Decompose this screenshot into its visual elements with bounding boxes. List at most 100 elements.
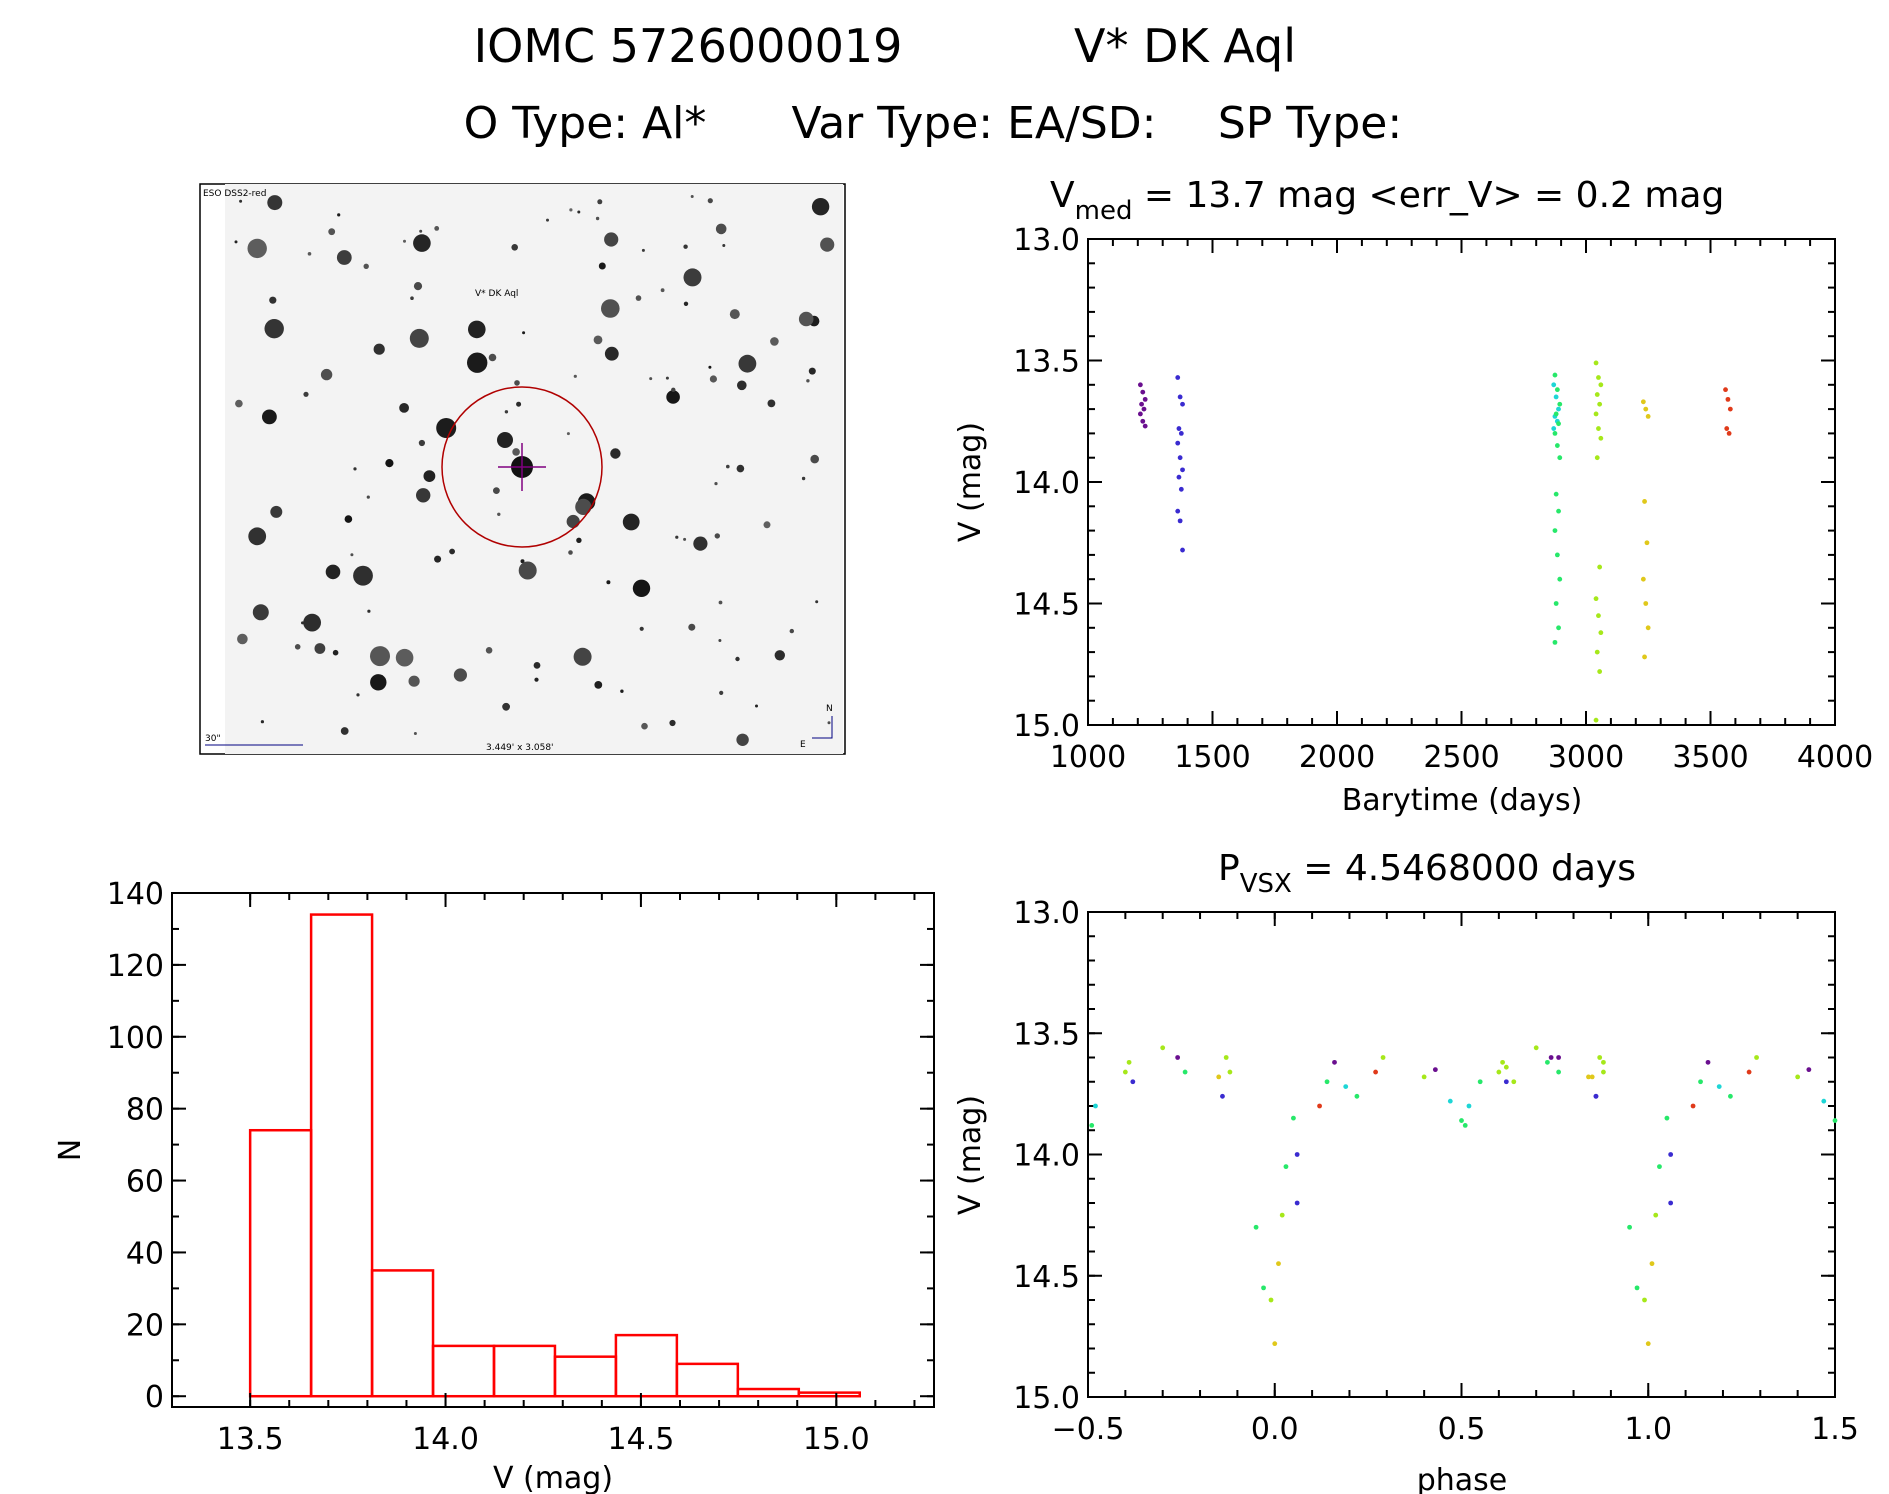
star — [708, 365, 712, 369]
lightcurve-ticks: 1000 1500 2000 2500 3000 3500 4000 13.0 13.5 14.0… — [1013, 223, 1873, 775]
phased-point — [1668, 1200, 1674, 1206]
star — [715, 223, 727, 235]
phased-point — [1593, 1093, 1599, 1099]
star — [370, 646, 390, 667]
lightcurve-point — [1552, 528, 1558, 533]
histogram-ytick-label: 100 — [107, 1021, 164, 1056]
lightcurve-point — [1176, 474, 1182, 480]
star — [671, 387, 676, 392]
star — [344, 515, 353, 523]
star — [534, 677, 539, 682]
lightcurve-title-sub: med — [1075, 196, 1133, 226]
phased-point — [1627, 1224, 1632, 1230]
lightcurve-point — [1175, 440, 1181, 446]
lightcurve-xtick-label: 1500 — [1174, 740, 1250, 775]
star — [666, 390, 680, 404]
phased-point — [1548, 1055, 1554, 1060]
star — [806, 379, 810, 383]
star — [328, 228, 336, 236]
lightcurve-point — [1597, 401, 1603, 407]
star — [675, 535, 679, 539]
star — [247, 238, 267, 259]
star — [419, 229, 423, 233]
phased-ticks: −0.5 0.0 0.5 1.0 1.5 13.0 13.5 14.0 14.5 15.0 — [1013, 896, 1859, 1447]
lightcurve-ylabel: V (mag) — [953, 422, 988, 542]
phased-point — [1533, 1045, 1539, 1051]
phased-point — [1589, 1074, 1595, 1080]
lightcurve-point — [1137, 382, 1143, 388]
lightcurve-point — [1139, 401, 1144, 407]
star — [270, 505, 283, 518]
phased-xtick-label: 0.5 — [1438, 1412, 1486, 1447]
star — [719, 690, 724, 696]
phased-xlabel: phase — [1417, 1463, 1508, 1494]
lightcurve-point — [1554, 443, 1560, 448]
star — [370, 674, 387, 691]
lightcurve-point — [1596, 613, 1601, 619]
star — [314, 643, 326, 654]
star — [522, 331, 526, 335]
star — [413, 732, 417, 735]
lightcurve-ytick-label: 15.0 — [1013, 709, 1080, 744]
lightcurve-xtick-label: 1000 — [1050, 740, 1126, 775]
star — [683, 268, 702, 287]
star — [520, 559, 525, 564]
star — [729, 309, 740, 320]
phased-point — [1746, 1069, 1752, 1075]
star — [320, 368, 333, 381]
star — [738, 354, 757, 373]
star — [709, 375, 718, 383]
phased-ytick-label: 13.5 — [1013, 1017, 1080, 1052]
star — [511, 244, 518, 251]
star — [755, 704, 758, 708]
star — [467, 352, 488, 373]
star — [434, 226, 440, 231]
histogram-bars — [248, 913, 862, 1398]
lightcurve-panel: Vmed = 13.7 mag <err_V> = 0.2 mag 1000 15… — [953, 175, 1873, 818]
star — [512, 448, 520, 456]
star — [408, 675, 420, 687]
phased-point — [1601, 1069, 1606, 1075]
star — [413, 282, 423, 291]
star — [569, 208, 573, 212]
star — [573, 374, 577, 378]
star — [718, 600, 723, 605]
lightcurve-ytick-label: 14.0 — [1013, 466, 1080, 501]
o-type-label: O Type: Al* — [464, 98, 707, 149]
star — [722, 244, 726, 247]
star — [409, 328, 429, 348]
phased-point — [1253, 1224, 1259, 1230]
star — [373, 343, 385, 355]
object-id-title: IOMC 5726000019 — [474, 19, 903, 73]
lightcurve-point — [1597, 564, 1603, 570]
star — [434, 555, 442, 563]
star — [620, 689, 624, 693]
phased-point — [1645, 1341, 1651, 1347]
star — [493, 487, 500, 494]
star — [649, 377, 653, 381]
phased-ytick-label: 14.0 — [1013, 1139, 1080, 1174]
lightcurve-point — [1554, 552, 1560, 558]
star — [267, 195, 283, 211]
star — [575, 498, 592, 515]
star — [410, 296, 414, 301]
star — [707, 198, 713, 204]
phased-point — [1832, 1118, 1838, 1123]
lightcurve-title-rest: = 13.7 mag <err_V> = 0.2 mag — [1132, 175, 1724, 216]
lightcurve-point — [1141, 406, 1147, 412]
phased-point — [1175, 1055, 1181, 1060]
histogram-bar — [675, 1362, 740, 1398]
star — [622, 513, 640, 531]
histogram-bar — [553, 1355, 618, 1398]
lightcurve-point — [1727, 406, 1733, 412]
star-name-title: V* DK Aql — [1074, 19, 1296, 73]
histogram-bar — [309, 913, 374, 1398]
lightcurve-point — [1724, 426, 1730, 431]
compass-north-label: N — [826, 704, 833, 714]
phased-point — [1276, 1261, 1281, 1267]
star — [714, 482, 718, 486]
star — [726, 464, 730, 469]
phased-point — [1447, 1098, 1453, 1104]
phased-xtick-label: 1.5 — [1811, 1412, 1859, 1447]
histogram-ticks: 13.5 14.0 14.5 15.0 0 20 40 60 80 100 120 140 — [107, 877, 934, 1457]
